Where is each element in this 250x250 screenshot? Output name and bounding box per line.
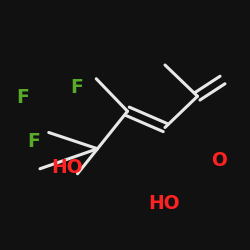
Text: F: F xyxy=(27,132,40,151)
Text: F: F xyxy=(16,88,29,107)
Text: HO: HO xyxy=(52,158,83,177)
Text: O: O xyxy=(211,150,227,170)
Text: HO: HO xyxy=(148,194,180,213)
Text: F: F xyxy=(70,78,83,97)
